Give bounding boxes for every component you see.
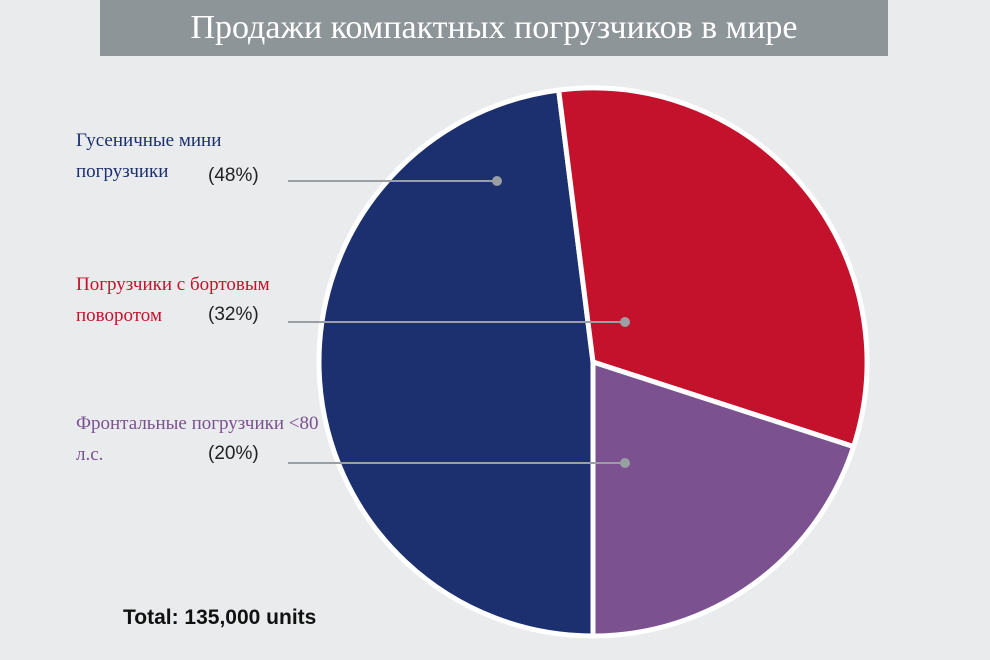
leader-dot [620,458,630,468]
category-label: Гусеничные мини погрузчики [76,130,222,182]
percent-label: (32%) [208,304,259,325]
pie-slice [590,359,857,639]
percent-label: (48%) [208,165,259,186]
leader-dot [492,176,502,186]
total-annotation: Total: 135,000 units [123,606,317,629]
category-label: Погрузчики с бортовым поворотом [76,274,270,326]
pie-slice [316,87,596,639]
percent-label: (20%) [208,443,259,464]
leader-dot [620,317,630,327]
chart-title: Продажи компактных погрузчиков в мире [100,0,888,56]
category-label: Фронтальные погрузчики <80 л.с. [76,413,319,465]
pie-slice [556,85,870,450]
